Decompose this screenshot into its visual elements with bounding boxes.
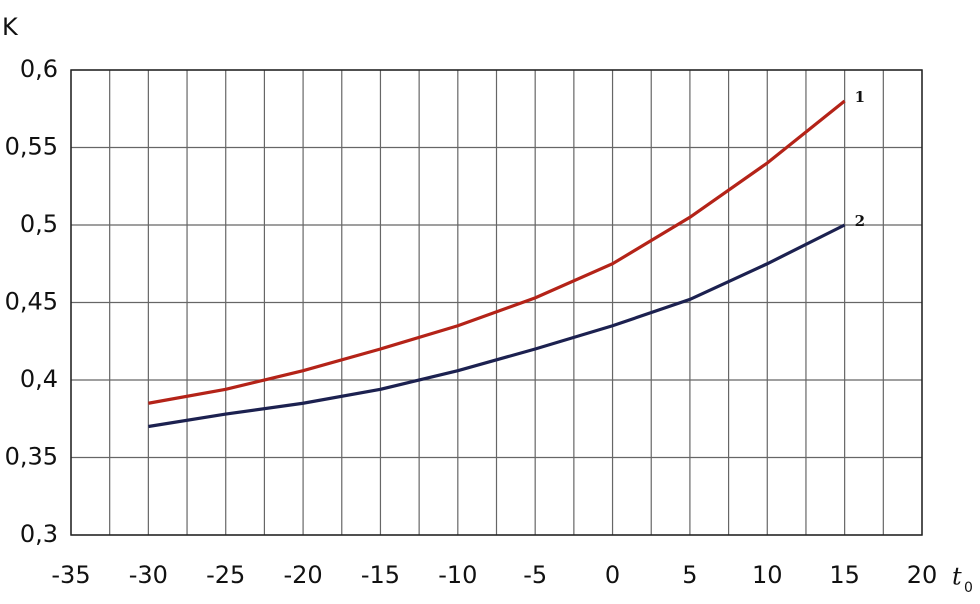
x-tick-label: -35	[51, 561, 90, 589]
x-tick-label: -30	[129, 561, 168, 589]
x-tick-label: -10	[438, 561, 477, 589]
series-line	[148, 99, 846, 405]
y-tick-label: 0,6	[20, 55, 58, 83]
x-tick-label: 15	[829, 561, 860, 589]
x-tick-label: -20	[283, 561, 322, 589]
series-label: 1	[855, 88, 865, 106]
y-axis-label: K	[2, 13, 19, 41]
x-tick-label: -25	[206, 561, 245, 589]
x-tick-label: 20	[907, 561, 938, 589]
x-tick-label: -15	[361, 561, 400, 589]
x-axis-label: t	[952, 563, 962, 591]
y-tick-label: 0,45	[5, 288, 58, 316]
y-tick-label: 0,5	[20, 210, 58, 238]
series-label: 2	[855, 212, 865, 230]
x-tick-label: 5	[682, 561, 697, 589]
y-tick-label: 0,3	[20, 520, 58, 548]
y-tick-label: 0,4	[20, 365, 58, 393]
plot-frame	[70, 69, 923, 536]
series-line	[148, 223, 846, 429]
x-tick-label: 0	[605, 561, 620, 589]
y-tick-label: 0,55	[5, 133, 58, 161]
y-tick-label: 0,35	[5, 443, 58, 471]
x-tick-label: -5	[523, 561, 547, 589]
x-tick-label: 10	[752, 561, 783, 589]
x-axis-label-sub: 0	[964, 580, 973, 596]
